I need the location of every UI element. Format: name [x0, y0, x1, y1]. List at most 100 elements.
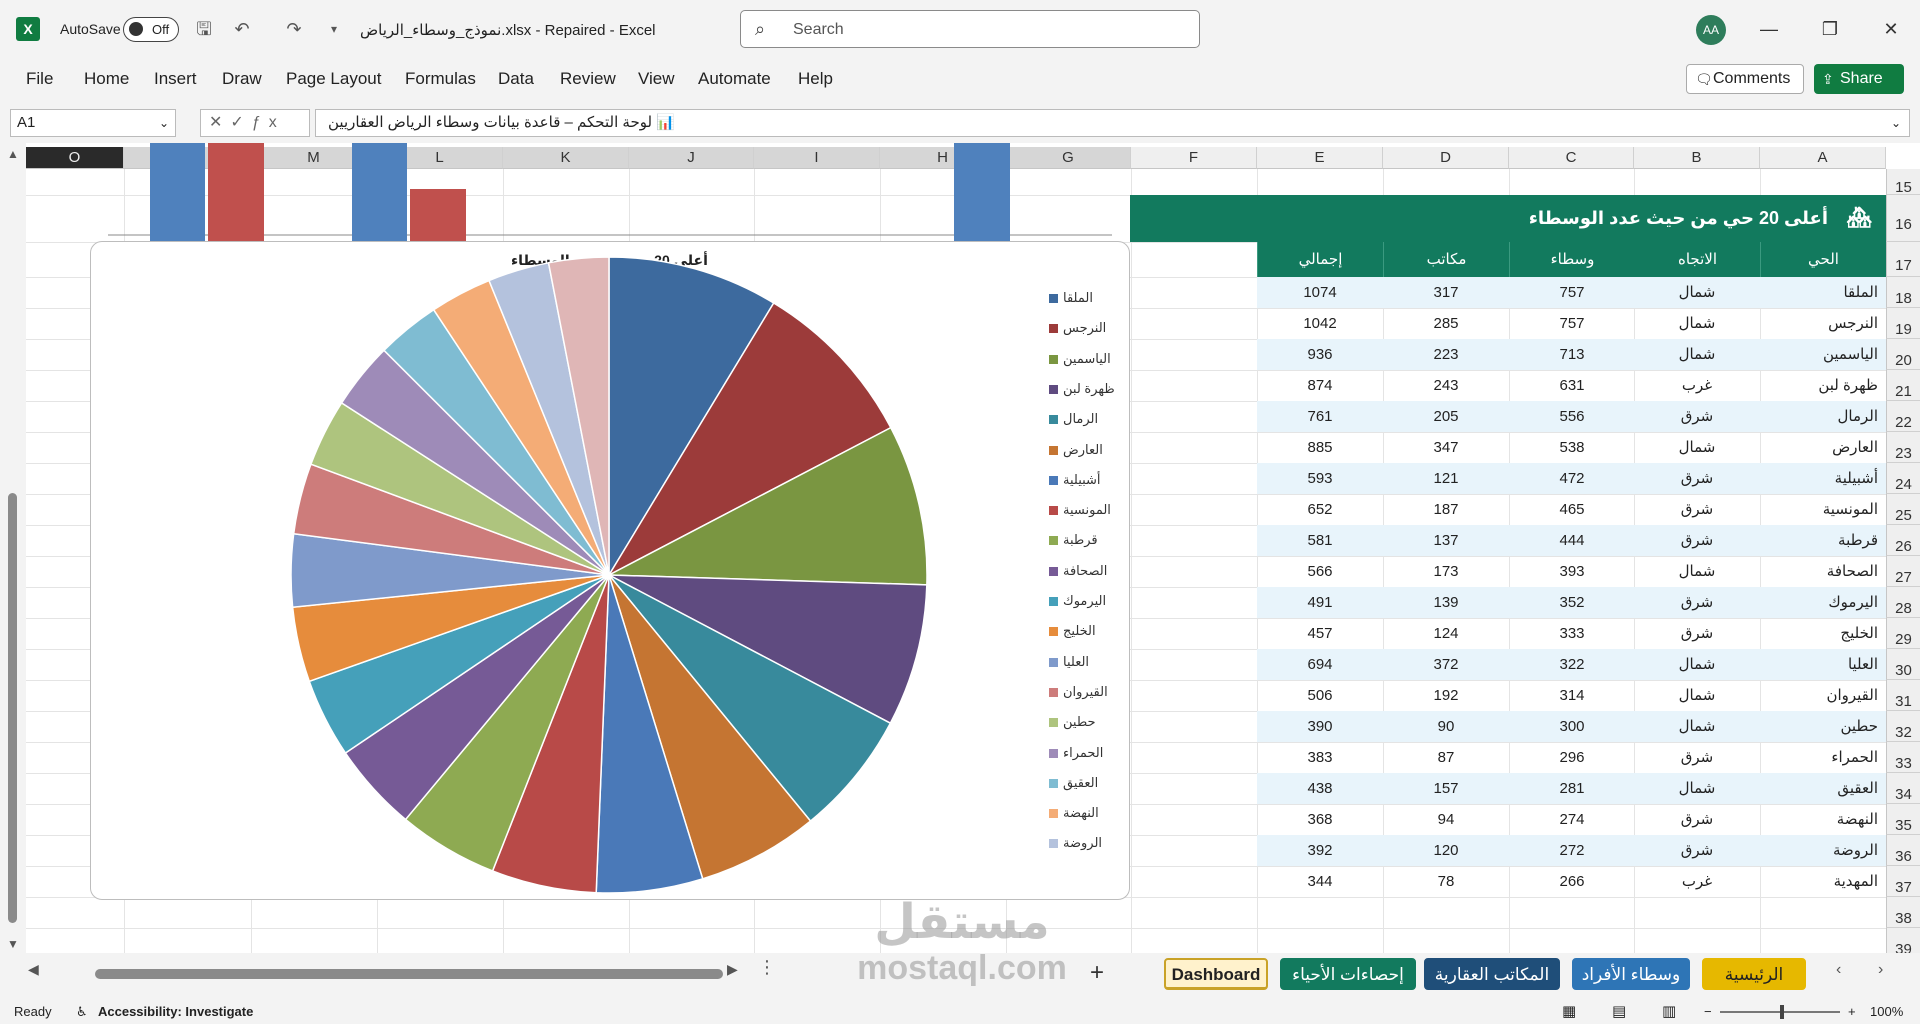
table-cell[interactable]: شمال — [1678, 656, 1716, 673]
row-header-33[interactable]: 33 — [1886, 742, 1920, 773]
page-break-view-icon[interactable]: ▥ — [1662, 1003, 1677, 1020]
save-icon[interactable]: 🖫 — [196, 19, 212, 39]
page-layout-view-icon[interactable]: ▤ — [1612, 1003, 1627, 1020]
legend-item[interactable]: القيروان — [1063, 683, 1108, 699]
legend-item[interactable]: الروضة — [1063, 835, 1103, 851]
table-cell[interactable]: 90 — [1437, 718, 1455, 735]
table-cell[interactable]: شمال — [1678, 439, 1716, 456]
comments-button[interactable]: 🗨 Comments — [1686, 64, 1804, 94]
table-row[interactable]: قرطبة شرق 444 137 581 — [1257, 525, 1886, 556]
table-row[interactable]: اليرموك شرق 352 139 491 — [1257, 587, 1886, 618]
table-cell[interactable]: 173 — [1433, 563, 1459, 580]
neighborhood-cell[interactable]: الحمراء — [1831, 749, 1878, 766]
tab-home[interactable]: Home — [84, 69, 130, 88]
table-cell[interactable]: 472 — [1559, 470, 1585, 487]
column-header-L[interactable]: L — [377, 147, 503, 169]
neighborhood-cell[interactable]: الملقا — [1843, 284, 1878, 301]
tab-data[interactable]: Data — [498, 69, 534, 88]
neighborhood-cell[interactable]: ظهرة لبن — [1818, 377, 1878, 394]
table-cell[interactable]: 333 — [1559, 625, 1585, 642]
avatar[interactable]: AA — [1696, 15, 1726, 45]
pie-slice[interactable] — [608, 574, 928, 725]
neighborhood-cell[interactable]: الخليج — [1840, 625, 1878, 642]
row-header-28[interactable]: 28 — [1886, 587, 1920, 618]
table-row[interactable]: العليا شمال 322 372 694 — [1257, 649, 1886, 680]
search-input[interactable]: ⌕ Search — [740, 10, 1200, 48]
neighborhood-cell[interactable]: قرطبة — [1838, 532, 1878, 549]
table-row[interactable]: حطين شمال 300 90 390 — [1257, 711, 1886, 742]
table-cell[interactable]: 120 — [1433, 842, 1459, 859]
chevron-down-icon[interactable]: ⌄ — [158, 116, 169, 130]
excel-icon[interactable]: X — [16, 17, 40, 41]
legend-item[interactable]: الملقا — [1063, 290, 1093, 305]
sheet-tab[interactable]: الرئيسية — [1702, 958, 1806, 990]
table-cell[interactable]: 243 — [1433, 377, 1459, 394]
table-cell[interactable]: شرق — [1680, 842, 1714, 859]
row-header-27[interactable]: 27 — [1886, 556, 1920, 587]
horizontal-scroll-thumb[interactable] — [95, 969, 723, 979]
table-cell[interactable]: 139 — [1433, 594, 1459, 611]
pie-chart[interactable]: أعلى 20 حي – توزيع الوسطاء الملقاالنرجسا… — [90, 241, 1130, 900]
row-header-20[interactable]: 20 — [1886, 339, 1920, 370]
legend-item[interactable]: النهضة — [1063, 805, 1099, 821]
sheet-tab[interactable]: المكاتب العقارية — [1424, 958, 1560, 990]
column-header-F[interactable]: F — [1131, 147, 1257, 169]
legend-item[interactable]: اليرموك — [1063, 593, 1107, 608]
row-header-26[interactable]: 26 — [1886, 525, 1920, 556]
insert-function-icon[interactable]: ƒx — [251, 114, 285, 131]
table-cell[interactable]: 465 — [1559, 501, 1585, 518]
neighborhood-cell[interactable]: العقيق — [1837, 780, 1878, 797]
row-header-38[interactable]: 38 — [1886, 897, 1920, 928]
more-options-icon[interactable]: ⋮ — [758, 957, 776, 977]
scroll-down-icon[interactable]: ▼ — [7, 937, 19, 951]
row-header-36[interactable]: 36 — [1886, 835, 1920, 866]
table-cell[interactable]: 506 — [1307, 687, 1333, 704]
table-cell[interactable]: شمال — [1678, 687, 1716, 704]
legend-item[interactable]: الرمال — [1063, 411, 1099, 427]
table-cell[interactable]: شمال — [1678, 718, 1716, 735]
table-cell[interactable]: 87 — [1437, 749, 1455, 766]
next-sheet-icon[interactable]: › — [1878, 961, 1884, 978]
undo-icon[interactable]: ↶ — [234, 19, 250, 39]
table-cell[interactable]: 761 — [1307, 408, 1333, 425]
tab-draw[interactable]: Draw — [222, 69, 262, 88]
table-cell[interactable]: 713 — [1559, 346, 1585, 363]
row-header-18[interactable]: 18 — [1886, 277, 1920, 308]
table-cell[interactable]: 347 — [1433, 439, 1459, 456]
accessibility-icon[interactable]: ♿ — [76, 1004, 88, 1019]
table-cell[interactable]: شرق — [1680, 532, 1714, 549]
neighborhood-cell[interactable]: الصحافة — [1826, 563, 1878, 580]
table-cell[interactable]: 352 — [1559, 594, 1585, 611]
column-header-K[interactable]: K — [503, 147, 629, 169]
row-header-19[interactable]: 19 — [1886, 308, 1920, 339]
row-header-21[interactable]: 21 — [1886, 370, 1920, 401]
table-cell[interactable]: شرق — [1680, 625, 1714, 642]
table-cell[interactable]: شرق — [1680, 749, 1714, 766]
table-cell[interactable]: شمال — [1678, 346, 1716, 363]
table-cell[interactable]: 444 — [1559, 532, 1585, 549]
prev-sheet-icon[interactable]: ‹ — [1836, 961, 1842, 978]
scroll-up-icon[interactable]: ▲ — [7, 147, 19, 161]
table-cell[interactable]: 390 — [1307, 718, 1333, 735]
neighborhood-cell[interactable]: المهدية — [1833, 873, 1878, 890]
table-cell[interactable]: 438 — [1307, 780, 1333, 797]
table-cell[interactable]: شرق — [1680, 408, 1714, 425]
row-header-23[interactable]: 23 — [1886, 432, 1920, 463]
sheet-tab[interactable]: إحصاءات الأحياء — [1280, 958, 1416, 990]
table-cell[interactable]: 392 — [1307, 842, 1333, 859]
table-cell[interactable]: 281 — [1559, 780, 1585, 797]
table-cell[interactable]: 285 — [1433, 315, 1459, 332]
table-cell[interactable]: غرب — [1681, 873, 1713, 890]
table-row[interactable]: القيروان شمال 314 192 506 — [1257, 680, 1886, 711]
legend-item[interactable]: ظهرة لبن — [1063, 380, 1115, 396]
legend-item[interactable]: النرجس — [1063, 320, 1107, 336]
table-cell[interactable]: 652 — [1307, 501, 1333, 518]
neighborhood-cell[interactable]: اليرموك — [1828, 594, 1878, 611]
share-button[interactable]: ⇪ Share — [1814, 64, 1904, 94]
table-cell[interactable]: 757 — [1559, 315, 1585, 332]
table-cell[interactable]: شرق — [1680, 501, 1714, 518]
neighborhood-cell[interactable]: الروضة — [1832, 842, 1878, 859]
table-cell[interactable]: 223 — [1433, 346, 1459, 363]
legend-item[interactable]: الياسمين — [1063, 350, 1111, 366]
table-row[interactable]: المهدية غرب 266 78 344 — [1257, 866, 1886, 897]
